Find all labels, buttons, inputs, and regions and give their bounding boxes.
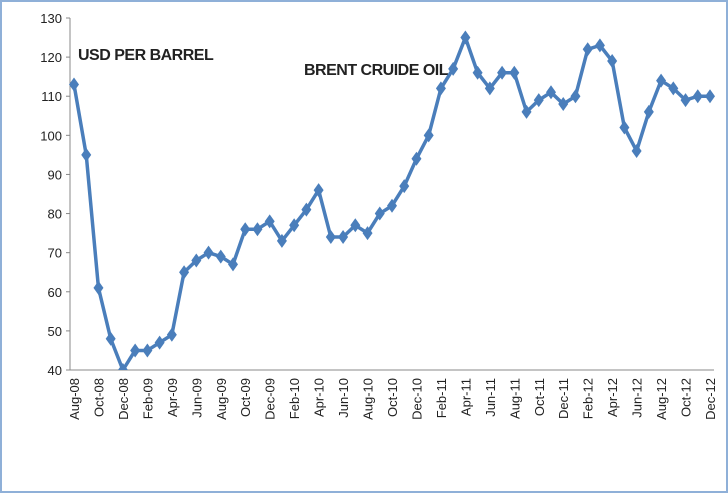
x-tick-label: Dec-11 [556, 378, 571, 419]
marker [582, 42, 593, 57]
marker [460, 30, 471, 45]
marker [325, 230, 336, 245]
marker [387, 198, 397, 213]
marker [264, 214, 275, 229]
x-tick-label: Dec-09 [263, 378, 278, 420]
marker [423, 128, 434, 143]
x-tick-label: Feb-10 [287, 378, 302, 419]
marker [203, 245, 214, 260]
y-tick-label: 120 [40, 50, 62, 65]
y-tick-label: 80 [48, 207, 62, 222]
y-tick-label: 100 [40, 128, 62, 143]
marker [619, 120, 630, 135]
x-tick-label: Oct-08 [91, 378, 106, 417]
marker [692, 89, 703, 104]
x-tick-label: Aug-12 [654, 378, 669, 420]
marker [607, 54, 618, 69]
marker [435, 81, 446, 96]
x-tick-label: Oct-12 [679, 378, 694, 417]
marker [215, 249, 226, 264]
marker [289, 218, 300, 233]
y-tick-label: 60 [48, 285, 62, 300]
x-tick-label: Jun-12 [630, 378, 645, 418]
x-tick-label: Jun-11 [483, 378, 498, 417]
marker [533, 93, 544, 108]
marker [338, 230, 349, 245]
x-tick-label: Apr-12 [605, 378, 620, 417]
annotation: USD PER BARREL [78, 47, 214, 64]
marker [276, 233, 287, 248]
marker [362, 226, 373, 241]
marker [228, 257, 238, 272]
marker [399, 179, 410, 194]
marker [680, 93, 691, 108]
marker [240, 222, 251, 237]
marker [81, 147, 92, 162]
marker [558, 97, 569, 112]
x-tick-label: Dec-12 [703, 378, 718, 420]
marker [105, 331, 116, 346]
x-tick-label: Oct-09 [238, 378, 253, 417]
marker [509, 65, 520, 80]
marker [252, 222, 263, 237]
x-tick-label: Aug-10 [361, 378, 376, 420]
marker [154, 335, 165, 350]
marker [350, 218, 361, 233]
marker [374, 206, 385, 221]
y-tick-label: 130 [40, 11, 62, 26]
marker [142, 343, 153, 358]
x-tick-label: Aug-08 [67, 378, 82, 420]
x-tick-label: Jun-09 [189, 378, 204, 418]
x-tick-label: Oct-10 [385, 378, 400, 417]
marker [472, 65, 483, 80]
marker [656, 73, 667, 88]
annotation: BRENT CRUIDE OIL [304, 62, 449, 79]
marker [313, 183, 324, 198]
marker [668, 81, 679, 96]
marker [166, 327, 177, 342]
y-tick-label: 110 [41, 89, 62, 104]
x-tick-label: Feb-12 [581, 378, 596, 419]
x-tick-label: Dec-08 [116, 378, 131, 420]
x-tick-label: Dec-10 [409, 378, 424, 420]
x-tick-label: Aug-09 [214, 378, 229, 420]
marker [411, 151, 422, 166]
marker [69, 77, 79, 92]
y-tick-label: 50 [48, 324, 62, 339]
marker [448, 61, 459, 76]
x-tick-label: Apr-09 [165, 378, 180, 417]
marker [643, 104, 654, 119]
marker [570, 89, 581, 104]
marker [117, 363, 128, 370]
marker [301, 202, 312, 217]
marker [705, 89, 715, 104]
marker [631, 143, 642, 158]
marker [179, 265, 190, 280]
marker [497, 65, 508, 80]
x-tick-label: Oct-11 [532, 378, 547, 416]
marker [546, 85, 556, 100]
x-tick-label: Jun-10 [336, 378, 351, 418]
marker [521, 104, 532, 119]
x-tick-label: Aug-11 [507, 378, 522, 419]
y-tick-label: 90 [48, 167, 62, 182]
marker [594, 38, 605, 53]
x-tick-label: Apr-11 [458, 378, 473, 416]
marker [484, 81, 495, 96]
x-tick-label: Apr-10 [312, 378, 327, 417]
x-tick-label: Feb-11 [434, 378, 449, 418]
y-tick-label: 70 [48, 246, 62, 261]
marker [130, 343, 141, 358]
plot [69, 30, 715, 370]
x-tick-label: Feb-09 [140, 378, 155, 419]
marker [93, 280, 104, 295]
marker [191, 253, 202, 268]
y-tick-label: 40 [48, 363, 62, 378]
